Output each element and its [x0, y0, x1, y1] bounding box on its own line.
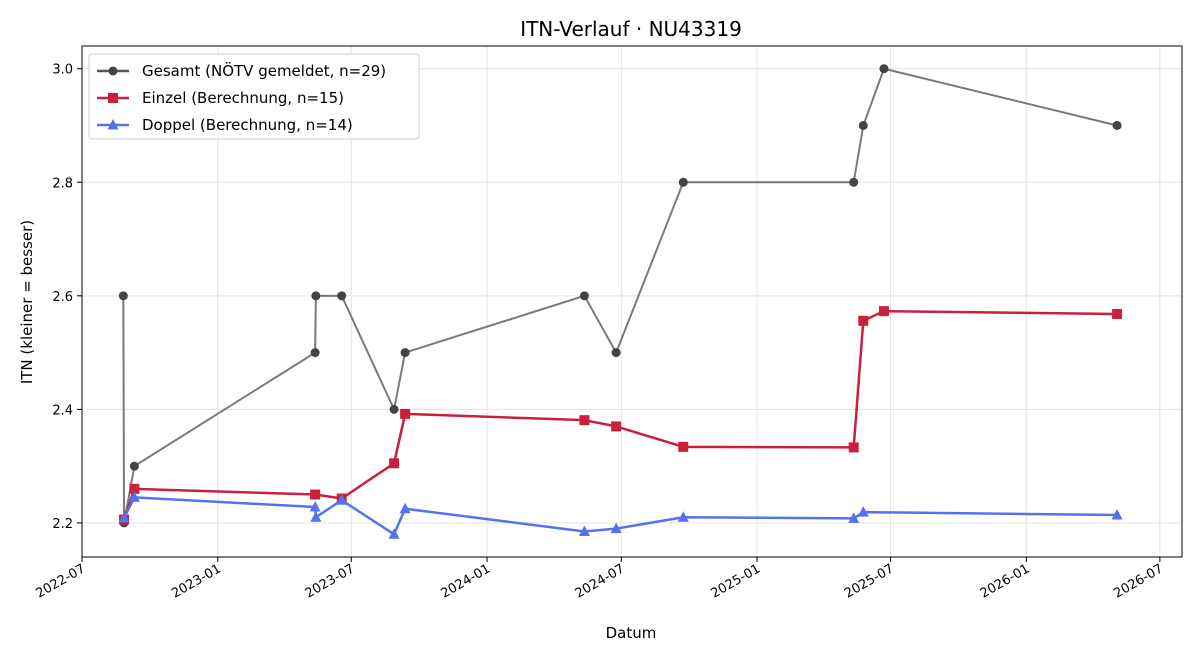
grid-layer	[81, 46, 1182, 557]
data-point	[579, 415, 590, 426]
data-point	[579, 291, 589, 301]
data-point	[878, 306, 889, 317]
data-point	[129, 483, 140, 494]
series-line	[122, 496, 1118, 536]
data-point	[337, 291, 347, 301]
data-point	[1112, 120, 1122, 130]
data-point	[848, 512, 860, 523]
data-point	[118, 511, 130, 523]
x-axis-label: Datum	[606, 624, 657, 642]
x-tick-label: 2025-07	[842, 561, 897, 601]
legend-swatch-marker	[107, 119, 119, 130]
data-point	[336, 494, 348, 505]
legend-swatch-marker	[108, 93, 118, 103]
data-point	[399, 502, 411, 514]
series-circle	[118, 64, 1122, 528]
y-tick-label: 2.4	[52, 403, 73, 418]
data-point	[611, 348, 621, 358]
plot-area-frame	[81, 45, 1183, 558]
data-point	[309, 501, 321, 512]
data-point	[1112, 308, 1123, 319]
y-tick-label: 2.6	[52, 290, 73, 305]
data-point	[858, 315, 869, 326]
data-point	[389, 404, 399, 414]
x-tick-label: 2026-07	[1111, 561, 1166, 601]
y-tick-label: 2.8	[52, 176, 73, 191]
data-point	[118, 291, 128, 301]
series-triangle	[118, 491, 1123, 539]
data-point	[610, 522, 622, 534]
x-tick-label: 2026-01	[978, 561, 1033, 601]
x-axis: 2022-07 2023-01 2023-07 2024-01 2024-07 2025-…	[33, 557, 1166, 602]
legend-swatch-marker	[108, 66, 118, 76]
legend: Gesamt (NÖTV gemeldet, n=29) Einzel (Bere…	[88, 53, 420, 140]
x-tick-label: 2023-01	[169, 561, 224, 601]
legend-label: Einzel (Berechnung, n=15)	[142, 89, 344, 107]
data-point	[310, 348, 320, 358]
legend-label: Gesamt (NÖTV gemeldet, n=29)	[142, 61, 386, 80]
data-point	[1111, 508, 1123, 520]
data-point	[310, 489, 321, 500]
y-tick-label: 2.2	[52, 517, 73, 532]
series-layer	[118, 64, 1123, 539]
x-tick-label: 2024-07	[573, 561, 628, 601]
data-point	[678, 177, 688, 187]
y-axis: 2.2 2.4 2.6 2.8 3.0	[52, 63, 82, 532]
y-axis-label: ITN (kleiner = besser)	[18, 220, 36, 384]
data-point	[879, 64, 889, 74]
data-point	[677, 511, 689, 522]
x-tick-label: 2025-01	[709, 561, 764, 601]
legend-box	[88, 53, 420, 140]
data-point	[858, 120, 868, 130]
y-tick-label: 3.0	[52, 63, 73, 78]
data-point	[310, 511, 322, 522]
data-point	[400, 408, 411, 419]
data-point	[128, 491, 140, 502]
data-point	[389, 458, 400, 469]
data-point	[311, 291, 321, 301]
data-point	[848, 442, 859, 453]
data-point	[400, 348, 410, 358]
data-point	[849, 177, 859, 187]
data-point	[678, 441, 689, 452]
x-tick-label: 2022-07	[33, 561, 88, 601]
x-tick-label: 2024-01	[438, 561, 493, 601]
data-point	[857, 506, 869, 517]
chart-title: ITN-Verlauf · NU43319	[520, 17, 742, 41]
data-point	[611, 421, 622, 432]
data-point	[578, 525, 590, 536]
legend-label: Doppel (Berechnung, n=14)	[142, 116, 353, 134]
x-tick-label: 2023-07	[303, 561, 358, 601]
data-point	[129, 461, 139, 471]
data-point	[388, 528, 400, 539]
